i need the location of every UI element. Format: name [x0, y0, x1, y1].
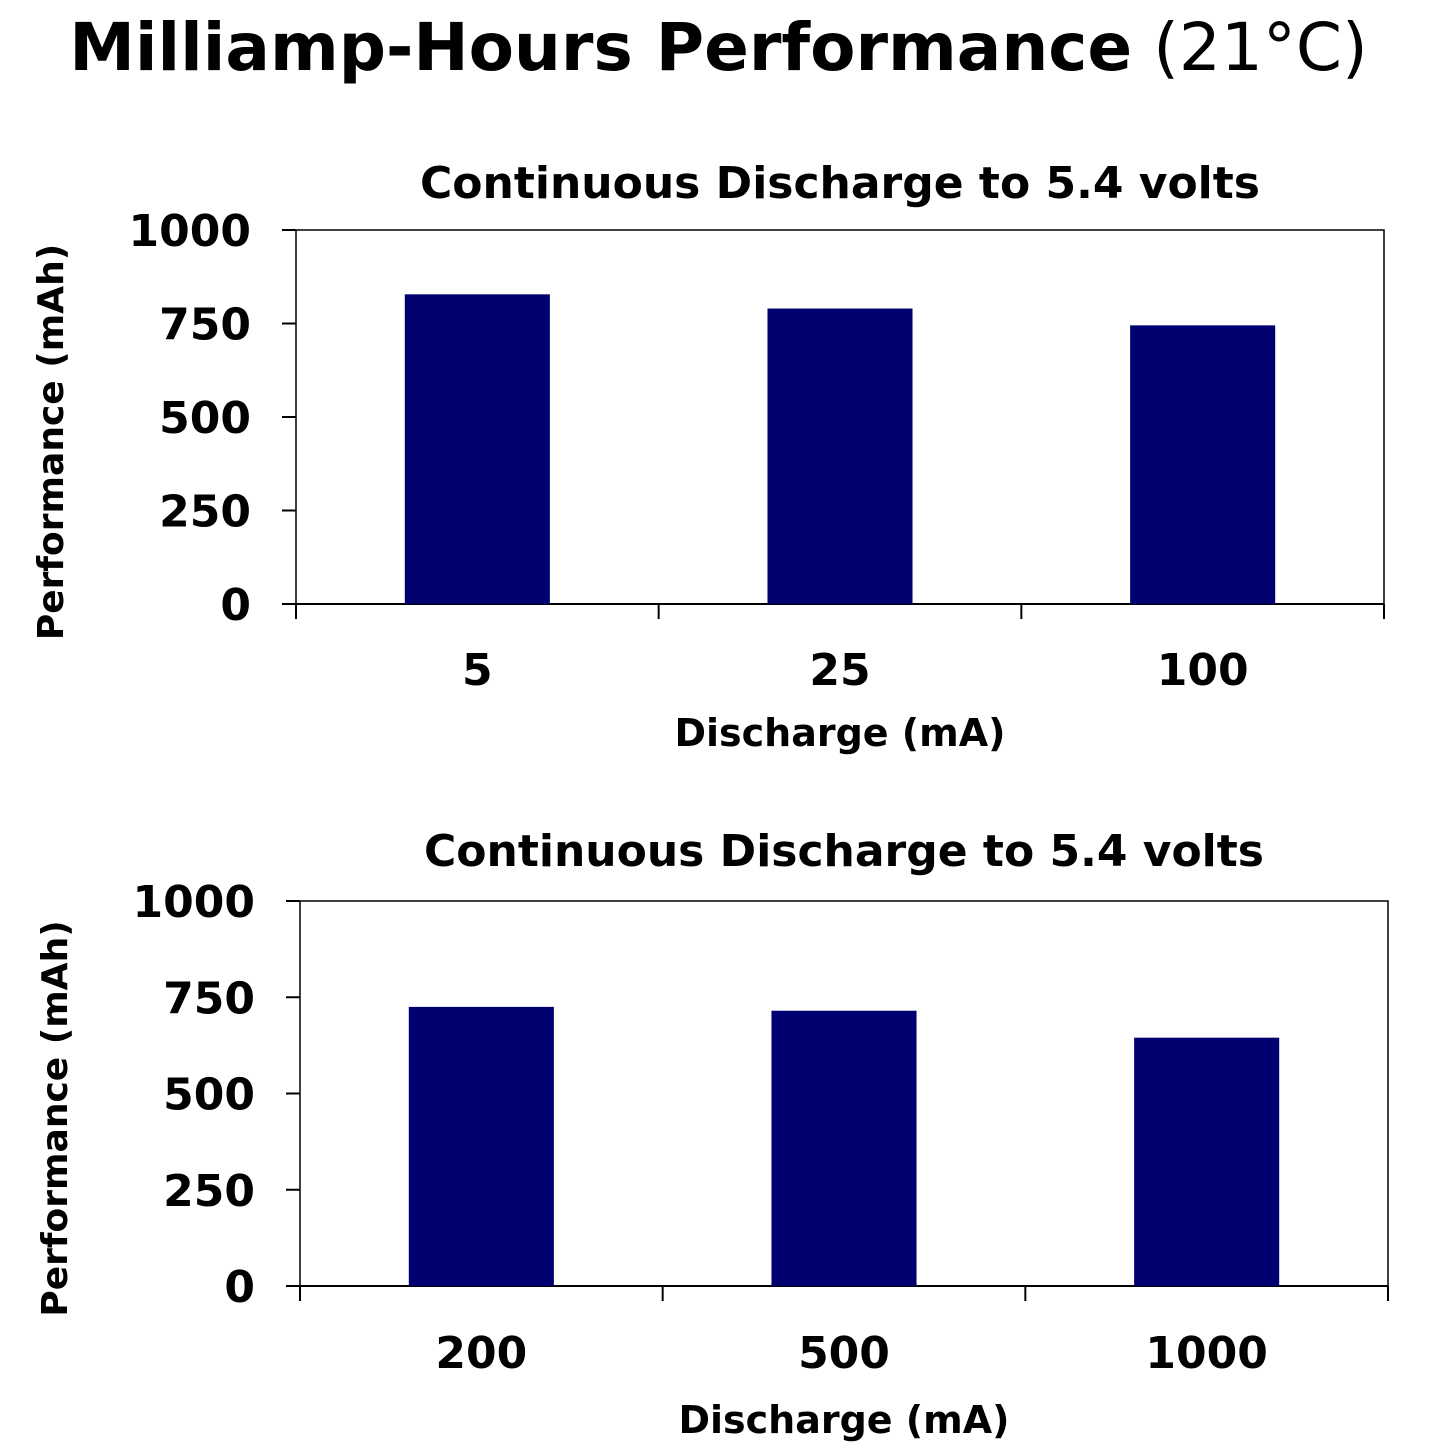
bar-200	[408, 1006, 554, 1286]
x-tick-label: 100	[1157, 645, 1249, 696]
bar-5	[404, 294, 550, 604]
x-tick-label: 25	[809, 645, 870, 696]
y-tick-label: 750	[159, 300, 251, 351]
y-tick-label: 500	[159, 393, 251, 444]
y-tick-label: 250	[159, 487, 251, 538]
x-axis-label: Discharge (mA)	[678, 1398, 1009, 1442]
bar-25	[767, 308, 913, 604]
bar-100	[1130, 325, 1276, 604]
x-tick-label: 1000	[1145, 1328, 1267, 1379]
y-tick-label: 1000	[133, 877, 255, 928]
bar-1000	[1134, 1037, 1280, 1286]
y-axis-label: Performance (mAh)	[31, 244, 72, 640]
x-tick-label: 5	[462, 645, 493, 696]
y-tick-label: 500	[163, 1070, 255, 1121]
chart-1: Continuous Discharge to 5.4 volts 0 250 500…	[31, 158, 1385, 755]
chart-title: Continuous Discharge to 5.4 volts	[420, 158, 1260, 209]
page-title-main: Milliamp-Hours Performance	[69, 9, 1133, 86]
y-tick-label: 750	[163, 973, 255, 1024]
chart-2: Continuous Discharge to 5.4 volts 0 250 500…	[35, 826, 1389, 1442]
page-title: Milliamp-Hours Performance (21°C)	[0, 0, 1437, 95]
chart-title: Continuous Discharge to 5.4 volts	[424, 826, 1264, 877]
x-tick-label: 200	[435, 1328, 527, 1379]
y-tick-label: 0	[220, 580, 251, 631]
y-axis-label: Performance (mAh)	[35, 920, 76, 1316]
x-axis-label: Discharge (mA)	[674, 711, 1005, 755]
y-tick-label: 250	[163, 1166, 255, 1217]
page-title-suffix: (21°C)	[1153, 9, 1368, 86]
y-tick-label: 1000	[129, 206, 251, 257]
bar-500	[771, 1010, 917, 1286]
x-tick-label: 500	[798, 1328, 890, 1379]
y-tick-label: 0	[224, 1262, 255, 1313]
